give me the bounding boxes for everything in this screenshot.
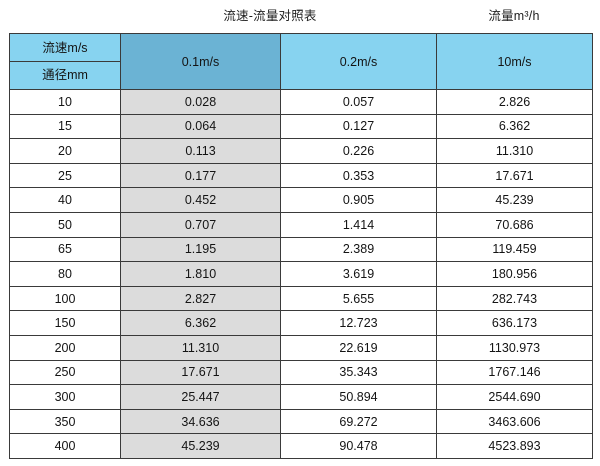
title-bar: 流速-流量对照表 流量m³/h [0, 0, 600, 33]
cell-nominal-diameter: 350 [9, 408, 121, 435]
cell-flow-0.2ms: 90.478 [280, 433, 437, 459]
cell-nominal-diameter: 40 [9, 187, 121, 213]
cell-flow-10ms: 6.362 [436, 113, 593, 140]
cell-flow-0.1ms: 1.810 [120, 261, 281, 287]
table-row: 65 1.195 2.389 119.459 [9, 236, 593, 263]
cell-flow-10ms: 1130.973 [436, 334, 593, 361]
table-header-row: 流速m/s 通径mm 0.1m/s 0.2m/s 10m/s [9, 33, 593, 90]
column-header-0: 0.1m/s [120, 33, 281, 90]
cell-nominal-diameter: 65 [9, 236, 121, 263]
cell-flow-0.1ms: 2.827 [120, 285, 281, 312]
cell-flow-0.2ms: 0.226 [280, 138, 437, 164]
table-row: 25 0.177 0.353 17.671 [9, 162, 593, 189]
column-header-1: 0.2m/s [280, 33, 437, 90]
table-row: 20 0.113 0.226 11.310 [9, 138, 593, 164]
cell-flow-10ms: 70.686 [436, 211, 593, 238]
cell-flow-0.1ms: 1.195 [120, 236, 281, 263]
cell-nominal-diameter: 100 [9, 285, 121, 312]
corner-header-cell: 流速m/s 通径mm [9, 33, 121, 90]
cell-flow-0.1ms: 11.310 [120, 334, 281, 361]
cell-nominal-diameter: 20 [9, 138, 121, 164]
cell-flow-0.2ms: 35.343 [280, 359, 437, 386]
column-header-2: 10m/s [436, 33, 593, 90]
table-row: 150 6.362 12.723 636.173 [9, 310, 593, 336]
table-row: 80 1.810 3.619 180.956 [9, 261, 593, 287]
cell-flow-10ms: 636.173 [436, 310, 593, 336]
cell-flow-10ms: 1767.146 [436, 359, 593, 386]
cell-flow-0.2ms: 0.905 [280, 187, 437, 213]
cell-nominal-diameter: 15 [9, 113, 121, 140]
cell-flow-0.1ms: 0.064 [120, 113, 281, 140]
cell-flow-0.1ms: 0.113 [120, 138, 281, 164]
cell-flow-10ms: 119.459 [436, 236, 593, 263]
cell-flow-0.2ms: 5.655 [280, 285, 437, 312]
table-row: 100 2.827 5.655 282.743 [9, 285, 593, 312]
cell-flow-0.1ms: 0.177 [120, 162, 281, 189]
table-row: 250 17.671 35.343 1767.146 [9, 359, 593, 386]
cell-nominal-diameter: 80 [9, 261, 121, 287]
table-row: 10 0.028 0.057 2.826 [9, 89, 593, 115]
cell-flow-0.1ms: 25.447 [120, 384, 281, 410]
cell-nominal-diameter: 50 [9, 211, 121, 238]
table-header: 流速m/s 通径mm 0.1m/s 0.2m/s 10m/s [9, 33, 593, 90]
cell-flow-10ms: 282.743 [436, 285, 593, 312]
cell-flow-0.1ms: 45.239 [120, 433, 281, 459]
cell-flow-0.2ms: 22.619 [280, 334, 437, 361]
table-body: 10 0.028 0.057 2.826 15 0.064 0.127 6.362 20 0.11… [9, 89, 593, 459]
table-row: 300 25.447 50.894 2544.690 [9, 384, 593, 410]
cell-flow-0.1ms: 0.707 [120, 211, 281, 238]
cell-nominal-diameter: 250 [9, 359, 121, 386]
cell-flow-10ms: 2.826 [436, 89, 593, 115]
cell-flow-0.1ms: 0.028 [120, 89, 281, 115]
cell-flow-0.1ms: 6.362 [120, 310, 281, 336]
cell-flow-10ms: 45.239 [436, 187, 593, 213]
corner-header-velocity-label: 流速m/s [10, 35, 120, 62]
cell-nominal-diameter: 10 [9, 89, 121, 115]
cell-flow-0.2ms: 1.414 [280, 211, 437, 238]
cell-nominal-diameter: 150 [9, 310, 121, 336]
table-row: 40 0.452 0.905 45.239 [9, 187, 593, 213]
cell-flow-10ms: 4523.893 [436, 433, 593, 459]
unit-title: 流量m³/h [488, 9, 540, 23]
cell-flow-10ms: 2544.690 [436, 384, 593, 410]
cell-flow-0.1ms: 34.636 [120, 408, 281, 435]
table-row: 50 0.707 1.414 70.686 [9, 211, 593, 238]
page-title: 流速-流量对照表 [223, 9, 317, 23]
cell-flow-0.1ms: 17.671 [120, 359, 281, 386]
cell-flow-0.2ms: 2.389 [280, 236, 437, 263]
cell-flow-0.2ms: 12.723 [280, 310, 437, 336]
cell-flow-0.2ms: 0.057 [280, 89, 437, 115]
cell-flow-10ms: 180.956 [436, 261, 593, 287]
cell-flow-10ms: 17.671 [436, 162, 593, 189]
table-row: 350 34.636 69.272 3463.606 [9, 408, 593, 435]
cell-flow-0.2ms: 0.127 [280, 113, 437, 140]
cell-flow-0.2ms: 0.353 [280, 162, 437, 189]
cell-flow-0.2ms: 3.619 [280, 261, 437, 287]
cell-flow-10ms: 11.310 [436, 138, 593, 164]
table-row: 200 11.310 22.619 1130.973 [9, 334, 593, 361]
cell-flow-0.2ms: 69.272 [280, 408, 437, 435]
table-row: 15 0.064 0.127 6.362 [9, 113, 593, 140]
cell-nominal-diameter: 200 [9, 334, 121, 361]
cell-nominal-diameter: 400 [9, 433, 121, 459]
corner-header-diameter-label: 通径mm [42, 67, 88, 82]
table-row: 400 45.239 90.478 4523.893 [9, 433, 593, 459]
flow-rate-table-container: 流速m/s 通径mm 0.1m/s 0.2m/s 10m/s 10 0.028 0.… [9, 33, 593, 459]
cell-nominal-diameter: 300 [9, 384, 121, 410]
cell-flow-0.2ms: 50.894 [280, 384, 437, 410]
cell-nominal-diameter: 25 [9, 162, 121, 189]
flow-rate-table: 流速m/s 通径mm 0.1m/s 0.2m/s 10m/s 10 0.028 0.… [9, 33, 593, 459]
cell-flow-10ms: 3463.606 [436, 408, 593, 435]
cell-flow-0.1ms: 0.452 [120, 187, 281, 213]
